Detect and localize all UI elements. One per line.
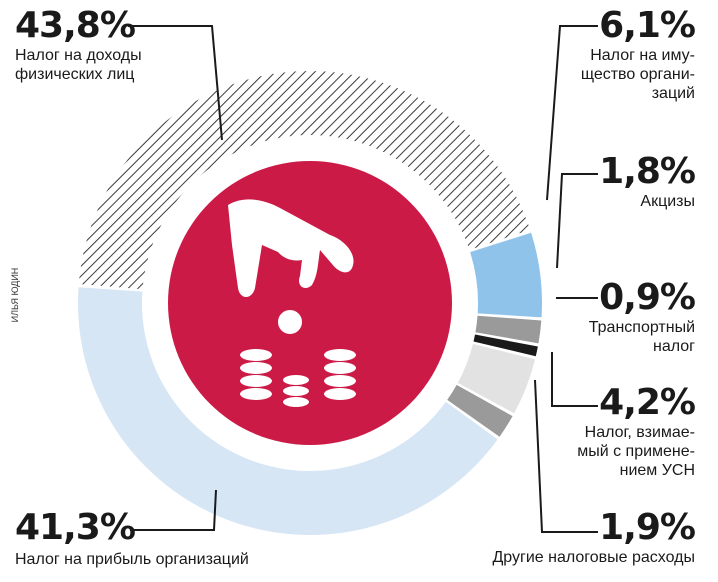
value-label: 0,9%: [599, 278, 695, 318]
value-label: 43,8%: [15, 6, 135, 46]
category-label: Налог, взимае- мый с примене- нием УСН: [577, 423, 695, 480]
center-circle: [168, 161, 452, 445]
value-label: 41,3%: [15, 508, 135, 548]
category-label: Транспортный налог: [589, 318, 695, 356]
leader-line: [552, 352, 598, 406]
value-label: 1,9%: [599, 508, 695, 548]
photo-credit: ИЛЬЯ ЮДИН: [10, 250, 20, 340]
category-label: Налог на доходы физических лиц: [15, 46, 142, 84]
category-label: Акцизы: [640, 192, 695, 211]
infographic: ИЛЬЯ ЮДИН 43,8%Налог на доходы физически…: [0, 0, 718, 582]
value-label: 4,2%: [599, 383, 695, 423]
category-label: Другие налоговые расходы: [492, 548, 695, 567]
category-label: Налог на прибыль организаций: [15, 550, 249, 569]
category-label: Налог на иму- щество органи- заций: [581, 46, 695, 103]
leader-line: [557, 174, 598, 268]
value-label: 1,8%: [599, 152, 695, 192]
value-label: 6,1%: [599, 6, 695, 46]
